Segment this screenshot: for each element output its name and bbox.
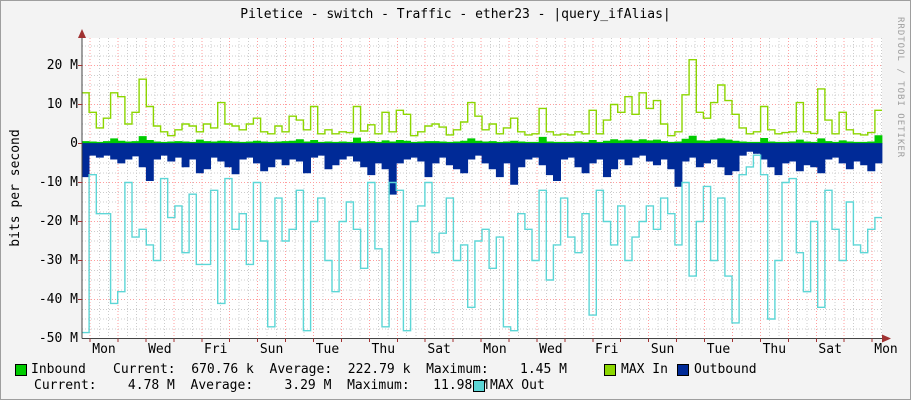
x-day-label: Sat <box>818 342 842 357</box>
x-day-label: Wed <box>148 342 172 357</box>
legend-max-out-swatch <box>473 380 485 392</box>
x-day-label: Mon <box>483 342 507 357</box>
legend-inbound-label: Inbound <box>31 362 86 377</box>
y-tick-label: -30 M <box>38 252 78 268</box>
x-day-label: Tue <box>315 342 340 357</box>
y-tick-label: 20 M <box>46 57 78 73</box>
x-day-label: Wed <box>539 342 563 357</box>
x-day-label: Mon <box>874 342 898 357</box>
x-day-label: Thu <box>371 342 396 357</box>
x-day-label: Thu <box>762 342 787 357</box>
x-axis-arrow <box>882 334 891 343</box>
y-tick-label: -10 M <box>38 174 78 190</box>
series-max-in <box>82 59 882 137</box>
y-tick-label: -50 M <box>38 330 78 346</box>
y-axis-arrow <box>78 29 86 38</box>
x-day-label: Fri <box>594 342 619 357</box>
graph-title: Piletice - switch - Traffic - ether23 - … <box>240 7 671 22</box>
y-tick-label: 10 M <box>46 96 78 112</box>
plot-background <box>82 38 882 339</box>
x-day-label: Sat <box>427 342 451 357</box>
y-axis-label: bits per second <box>8 129 23 247</box>
x-day-label: Mon <box>92 342 116 357</box>
legend-outbound-swatch <box>677 364 689 376</box>
plot-area <box>78 29 891 343</box>
y-tick-label: -20 M <box>38 213 78 229</box>
x-day-label: Fri <box>203 342 228 357</box>
x-day-label: Sun <box>650 342 675 357</box>
legend-inbound-stats: Current: 670.76 k Average: 222.79 k Maxi… <box>113 362 567 377</box>
legend-outbound-stats: Current: 4.78 M Average: 3.29 M Maximum:… <box>34 378 488 393</box>
legend-inbound-swatch <box>15 364 27 376</box>
legend-max-out-label: MAX Out <box>490 378 545 393</box>
x-day-label: Tue <box>706 342 731 357</box>
legend-max-in-swatch <box>604 364 616 376</box>
legend-max-in-label: MAX In <box>621 362 668 377</box>
y-tick-label: 0 <box>70 135 78 151</box>
series-inbound <box>81 135 883 144</box>
legend-outbound-label: Outbound <box>694 362 757 377</box>
y-tick-label: -40 M <box>38 291 78 307</box>
rrdtool-watermark: RRDTOOL / TOBI OETIKER <box>895 17 905 159</box>
series-max-out <box>82 154 882 334</box>
x-day-label: Sun <box>259 342 284 357</box>
series-outbound <box>81 143 883 195</box>
